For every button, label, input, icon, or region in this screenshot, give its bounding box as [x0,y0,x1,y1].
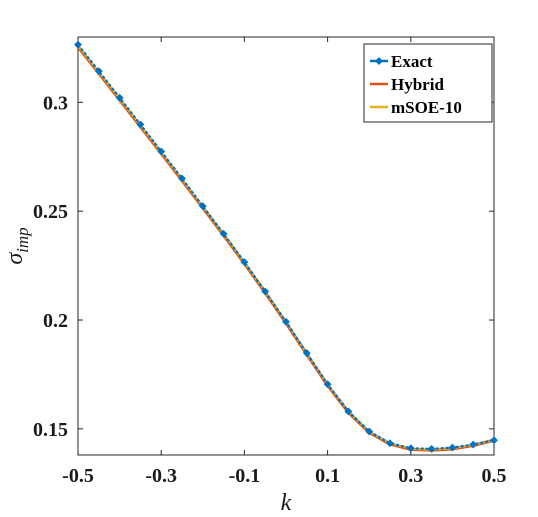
data-point-exact [302,349,311,358]
data-point-exact [240,258,249,267]
y-tick-label: 0.2 [43,310,68,332]
y-axis-label: σimp [2,227,32,264]
x-tick-label: 0.5 [482,465,507,487]
data-point-exact [157,147,166,156]
data-point-exact [282,317,290,326]
data-point-exact [344,407,353,416]
x-tick-label: 0.1 [315,465,340,487]
plot-frame [77,36,495,456]
data-point-exact [323,380,332,389]
data-point-exact [198,202,207,211]
data-point-exact [74,40,82,49]
y-axis-label-subscript: imp [13,227,32,253]
axis-ticks: -0.5 -0.3 -0.1 0.1 0.3 0.5 0.15 0.2 0.25 0.3 [33,37,507,487]
legend-marker-exact [375,57,383,65]
x-tick-label: -0.1 [229,465,261,487]
x-tick-label: 0.3 [398,465,423,487]
y-tick-label: 0.15 [33,419,68,441]
x-tick-label: -0.3 [145,465,177,487]
data-point-exact [427,444,436,453]
series-layer [74,40,498,453]
data-point-exact [261,287,270,296]
data-point-exact [469,440,478,449]
y-tick-label: 0.25 [33,201,68,223]
x-axis-label: k [281,490,292,516]
y-tick-label: 0.3 [43,92,68,114]
legend: Exact Hybrid mSOE-10 [363,43,493,123]
x-tick-label: -0.5 [62,465,94,487]
legend-label-msoe-10: mSOE-10 [391,98,462,117]
data-point-exact [219,229,228,238]
legend-label-exact: Exact [391,52,433,71]
data-point-exact [448,443,457,452]
data-point-exact [365,427,374,436]
data-point-exact [386,439,394,448]
legend-label-hybrid: Hybrid [391,75,444,94]
data-point-exact [94,67,103,76]
y-axis-label-main: σ [2,252,28,265]
data-point-exact [115,93,124,102]
data-point-exact [490,436,498,445]
axis-labels: k σimp [2,227,292,516]
data-point-exact [178,174,186,183]
plot-area [77,36,495,456]
data-point-exact [406,444,415,453]
data-point-exact [136,120,145,129]
